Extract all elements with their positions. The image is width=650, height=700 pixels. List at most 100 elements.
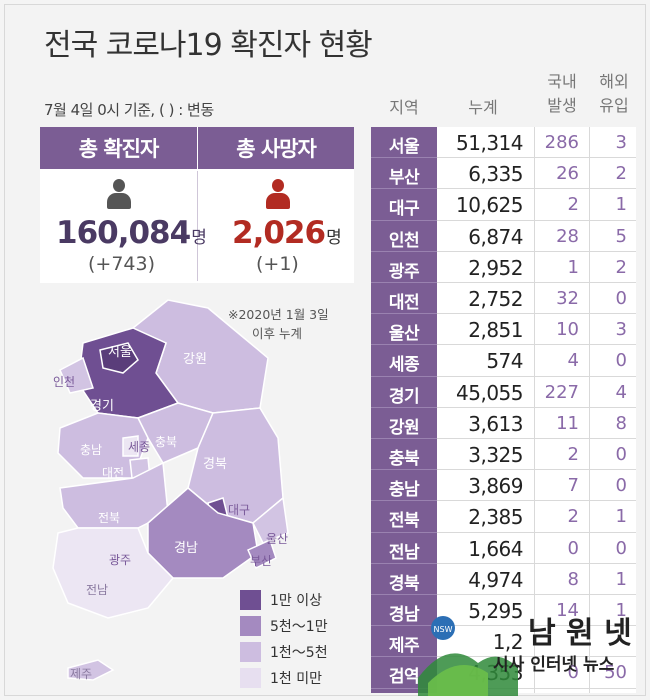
person-red-icon: [266, 179, 290, 213]
cell-overseas: 0: [615, 475, 627, 497]
cell-total: 51,314: [456, 131, 523, 155]
header-region: 지역: [389, 98, 419, 117]
region-divider: [371, 687, 437, 689]
header-total: 누계: [468, 98, 498, 117]
korea-map: 서울 경기 인천 강원 충북 충남 세종 대전 경북 대구 전북 경남 울산 부…: [52, 299, 289, 681]
confirmed-change: (+743): [88, 253, 156, 275]
region-divider: [371, 625, 437, 627]
cell-local: 10: [556, 319, 579, 341]
cell-local: 286: [544, 132, 579, 153]
row-divider: [437, 281, 636, 283]
cell-overseas: 0: [615, 444, 627, 465]
region-divider: [371, 250, 437, 252]
cell-local: 7: [567, 475, 579, 497]
map-label-jeju: 제주: [70, 667, 92, 681]
cell-overseas: 2: [615, 256, 627, 278]
column-divider: [589, 127, 590, 693]
map-sejong: [122, 435, 139, 457]
cell-region: 광주: [388, 261, 420, 282]
deaths-value: 2,026: [232, 215, 326, 251]
cell-region: 경북: [388, 573, 420, 594]
map-label-seoul: 서울: [108, 345, 132, 360]
cell-total: 3,869: [468, 474, 523, 499]
map-label-sejong: 세종: [128, 440, 150, 454]
cell-region: 전남: [388, 542, 420, 563]
map-label-gyeongbuk: 경북: [203, 457, 227, 472]
cell-total: 2,851: [468, 318, 523, 343]
cell-total: 5,295: [468, 599, 523, 623]
legend-item: 1천 미만: [240, 668, 350, 688]
watermark-logo-text: NSW: [434, 625, 453, 634]
row-divider: [437, 531, 636, 533]
table-row: 2,385 2 1: [437, 501, 636, 533]
row-divider: [437, 593, 636, 595]
cell-region: 세종: [388, 355, 420, 376]
cell-overseas: 3: [615, 132, 627, 153]
cell-overseas: 50: [604, 662, 627, 684]
region-divider: [371, 282, 437, 283]
cell-region: 대구: [388, 199, 420, 220]
row-divider: [437, 469, 636, 471]
region-divider: [371, 562, 437, 564]
cell-local: 26: [556, 163, 579, 185]
cell-overseas: 0: [615, 288, 627, 309]
cell-region: 경기: [388, 386, 420, 407]
cell-overseas: 0: [615, 537, 627, 559]
table-row: 51,314 286 3: [437, 127, 636, 159]
cell-local: 11: [556, 412, 579, 434]
cell-region: 인천: [388, 230, 420, 251]
cell-region: 제주: [388, 636, 420, 657]
cell-local: 1: [567, 256, 579, 278]
row-divider: [437, 437, 636, 439]
cell-overseas: 3: [615, 319, 627, 341]
header-overseas-2: 유입: [599, 96, 629, 115]
table-row: 1,664 0 0: [437, 533, 636, 564]
cell-local: 0: [567, 662, 579, 684]
confirmed-value: 160,084: [56, 215, 191, 251]
cell-overseas: 1: [615, 568, 627, 590]
cell-total: 2,952: [468, 255, 523, 280]
row-divider: [437, 656, 636, 658]
table-row: 574 4 0: [437, 345, 636, 377]
table-row: 3,613 11 8: [437, 408, 636, 439]
row-divider: [437, 625, 636, 627]
cumulative-note: ※2020년 1월 3일 이후 누계: [228, 305, 329, 343]
cell-overseas: 2: [615, 163, 627, 185]
legend-item: 1천～5천: [240, 642, 350, 662]
region-divider: [371, 313, 437, 315]
map-label-busan: 부산: [250, 554, 272, 568]
table-row: 4,974 8 1: [437, 564, 636, 595]
cell-total: 3,613: [468, 411, 523, 436]
cell-total: 45,055: [456, 380, 523, 405]
cell-overseas: 5: [615, 225, 627, 247]
table-row: 2,952 1 2: [437, 252, 636, 283]
region-divider: [371, 375, 437, 377]
cell-local: 0: [567, 537, 579, 559]
cell-region: 서울: [388, 137, 420, 157]
cell-overseas: 8: [615, 412, 627, 434]
table-row: 3,325 2 0: [437, 439, 636, 471]
region-divider: [371, 344, 437, 346]
map-seoul: [99, 342, 139, 374]
cell-region: 충남: [388, 480, 420, 501]
cell-overseas: 0: [615, 350, 627, 372]
map-label-chungbuk: 충북: [155, 435, 177, 449]
note-line-2: 이후 누계: [252, 326, 302, 341]
cell-total: 4,974: [468, 567, 523, 592]
map-label-gyeonggi: 경기: [90, 399, 114, 414]
cell-local: 32: [556, 288, 579, 309]
map-ulsan: [252, 496, 289, 544]
region-divider: [371, 157, 437, 159]
legend-swatch: [240, 668, 261, 688]
cell-local: 2: [567, 506, 579, 528]
cell-region: 충북: [388, 449, 420, 469]
map-busan: [247, 538, 277, 570]
table-row: 2,752 32 0: [437, 283, 636, 315]
legend-swatch: [240, 590, 261, 610]
legend-item: 1만 이상: [240, 590, 350, 610]
header-local-1: 국내: [547, 72, 577, 91]
row-divider: [437, 250, 636, 252]
page-title: 전국 코로나19 확진자 현황: [44, 28, 373, 63]
map-jeju: [67, 659, 115, 681]
